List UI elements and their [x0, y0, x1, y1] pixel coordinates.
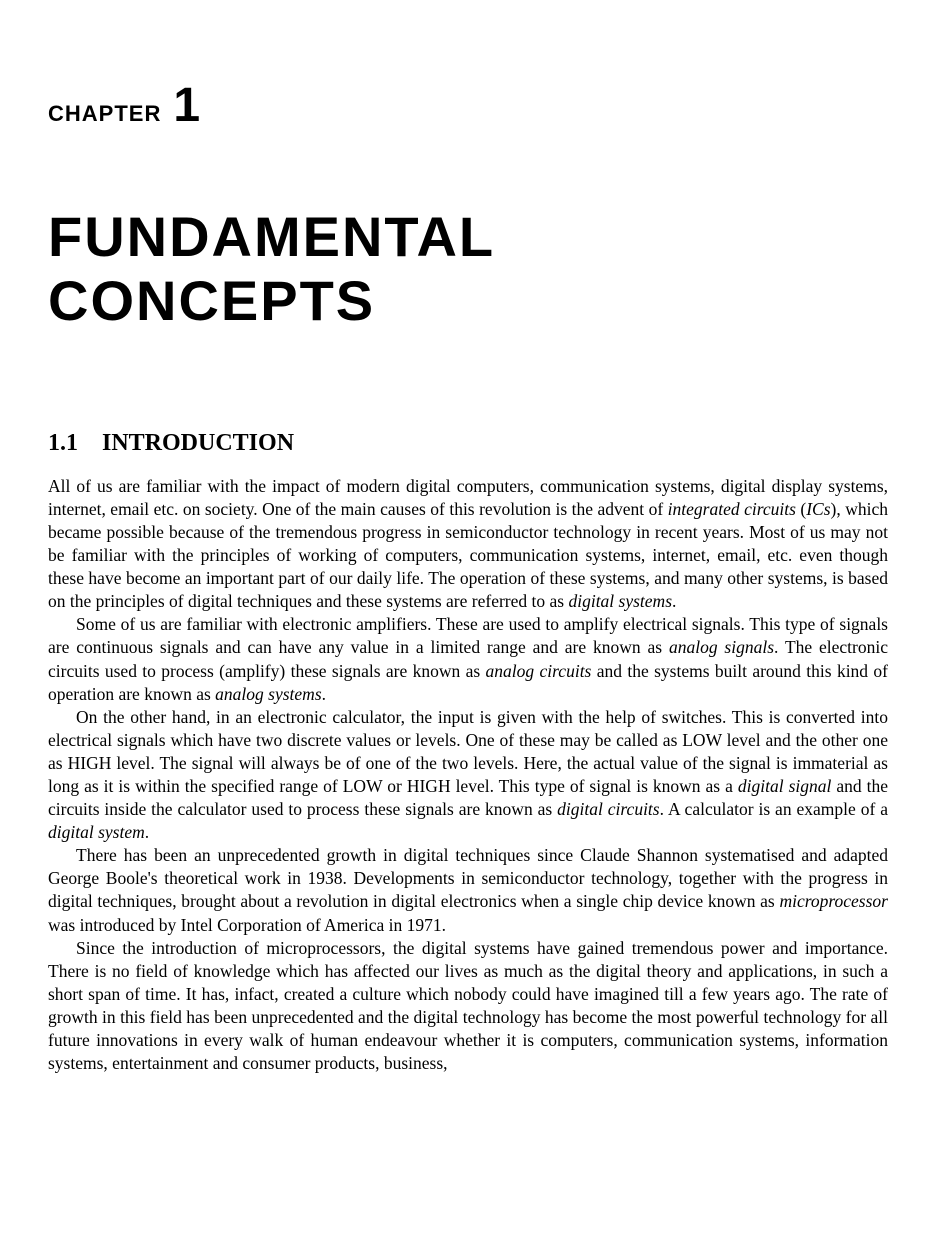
- paragraph-3: On the other hand, in an electronic calc…: [48, 706, 888, 845]
- section-heading: 1.1 INTRODUCTION: [48, 430, 888, 457]
- paragraph-5: Since the introduction of microprocessor…: [48, 937, 888, 1076]
- chapter-header: CHAPTER 1: [48, 78, 888, 133]
- chapter-title-line2: CONCEPTS: [48, 269, 888, 333]
- paragraph-4: There has been an unprecedented growth i…: [48, 844, 888, 936]
- chapter-number: 1: [173, 78, 200, 133]
- paragraph-1: All of us are familiar with the impact o…: [48, 475, 888, 614]
- chapter-title-line1: FUNDAMENTAL: [48, 205, 888, 269]
- section-number: 1.1: [48, 430, 78, 456]
- paragraph-2: Some of us are familiar with electronic …: [48, 613, 888, 705]
- chapter-label: CHAPTER: [48, 101, 161, 127]
- chapter-title: FUNDAMENTAL CONCEPTS: [48, 205, 888, 334]
- section-title: INTRODUCTION: [102, 430, 294, 456]
